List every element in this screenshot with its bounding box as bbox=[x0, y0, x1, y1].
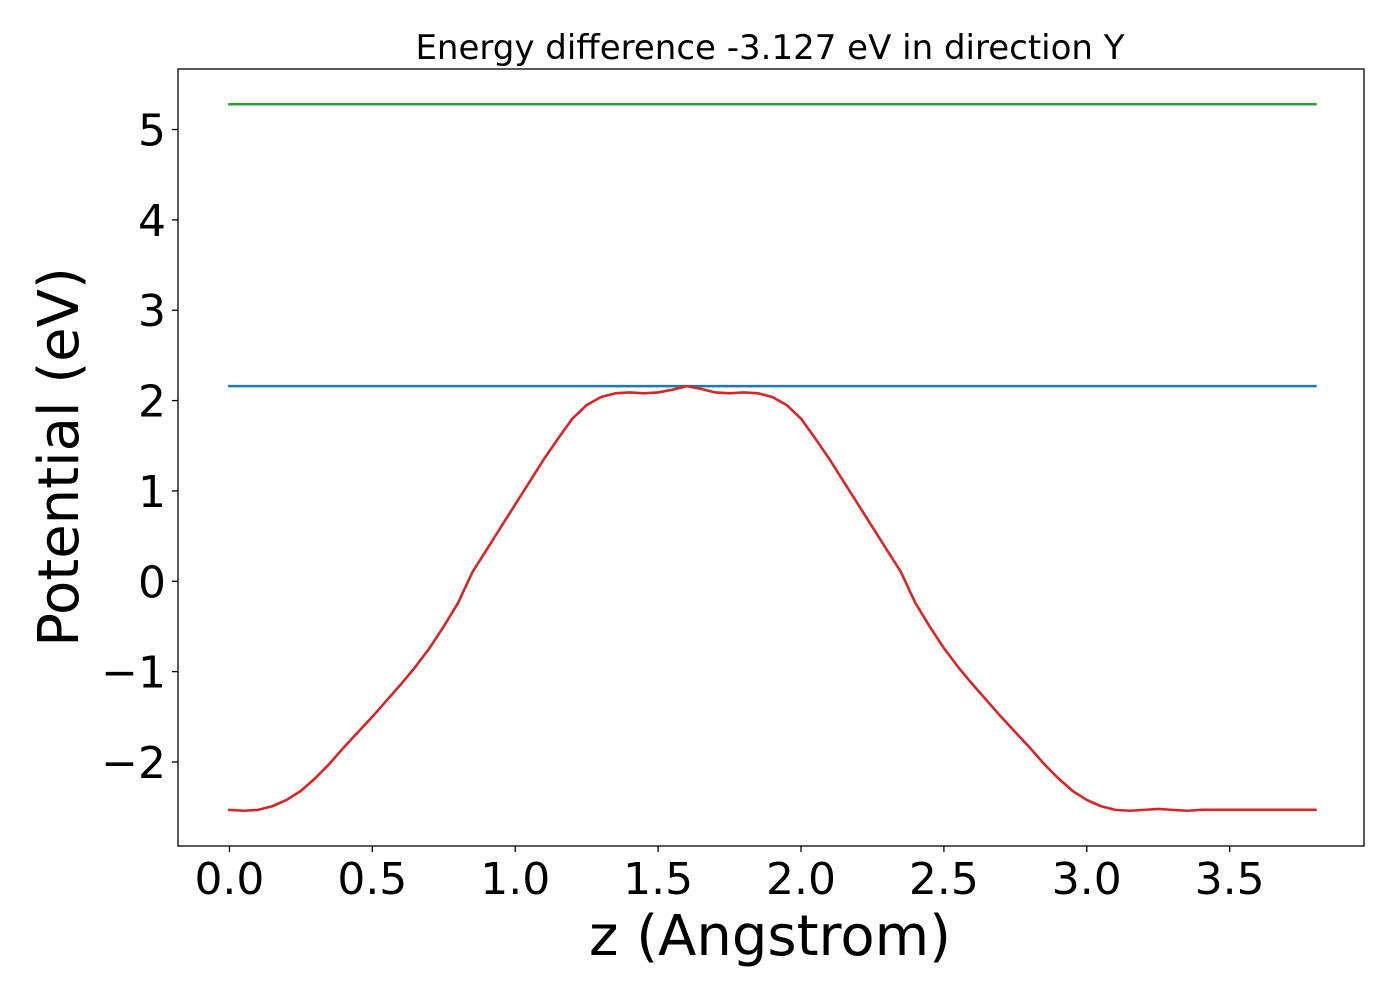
x-axis-label: z (Angstrom) bbox=[589, 904, 951, 969]
y-tick-label: 2 bbox=[138, 377, 166, 428]
y-tick-label: 3 bbox=[138, 286, 166, 337]
y-tick-label: 4 bbox=[138, 196, 166, 247]
axis-ticks: 0.0 0.5 1.0 1.5 2.0 2.5 3.0 3.5 −2 −1 0 1 2 3 4 5 bbox=[101, 106, 1265, 905]
y-tick-label: −1 bbox=[101, 648, 166, 699]
chart-title: Energy difference -3.127 eV in direction… bbox=[415, 28, 1124, 68]
x-tick-label: 0.5 bbox=[337, 854, 407, 905]
y-tick-label: 0 bbox=[138, 557, 166, 608]
x-tick-label: 2.0 bbox=[766, 854, 836, 905]
x-tick-label: 3.0 bbox=[1052, 854, 1122, 905]
x-tick-label: 2.5 bbox=[909, 854, 979, 905]
series-line-2 bbox=[228, 384, 1317, 813]
x-tick-label: 0.0 bbox=[194, 854, 264, 905]
y-tick-label: 1 bbox=[138, 467, 166, 518]
x-tick-label: 3.5 bbox=[1195, 854, 1265, 905]
axes-frame bbox=[177, 68, 1365, 847]
y-tick-label: −2 bbox=[101, 738, 166, 789]
y-axis-label: Potential (eV) bbox=[27, 267, 92, 647]
x-tick-label: 1.5 bbox=[623, 854, 693, 905]
plot-area bbox=[177, 68, 1365, 847]
x-tick-label: 1.0 bbox=[480, 854, 550, 905]
y-tick-label: 5 bbox=[138, 106, 166, 157]
